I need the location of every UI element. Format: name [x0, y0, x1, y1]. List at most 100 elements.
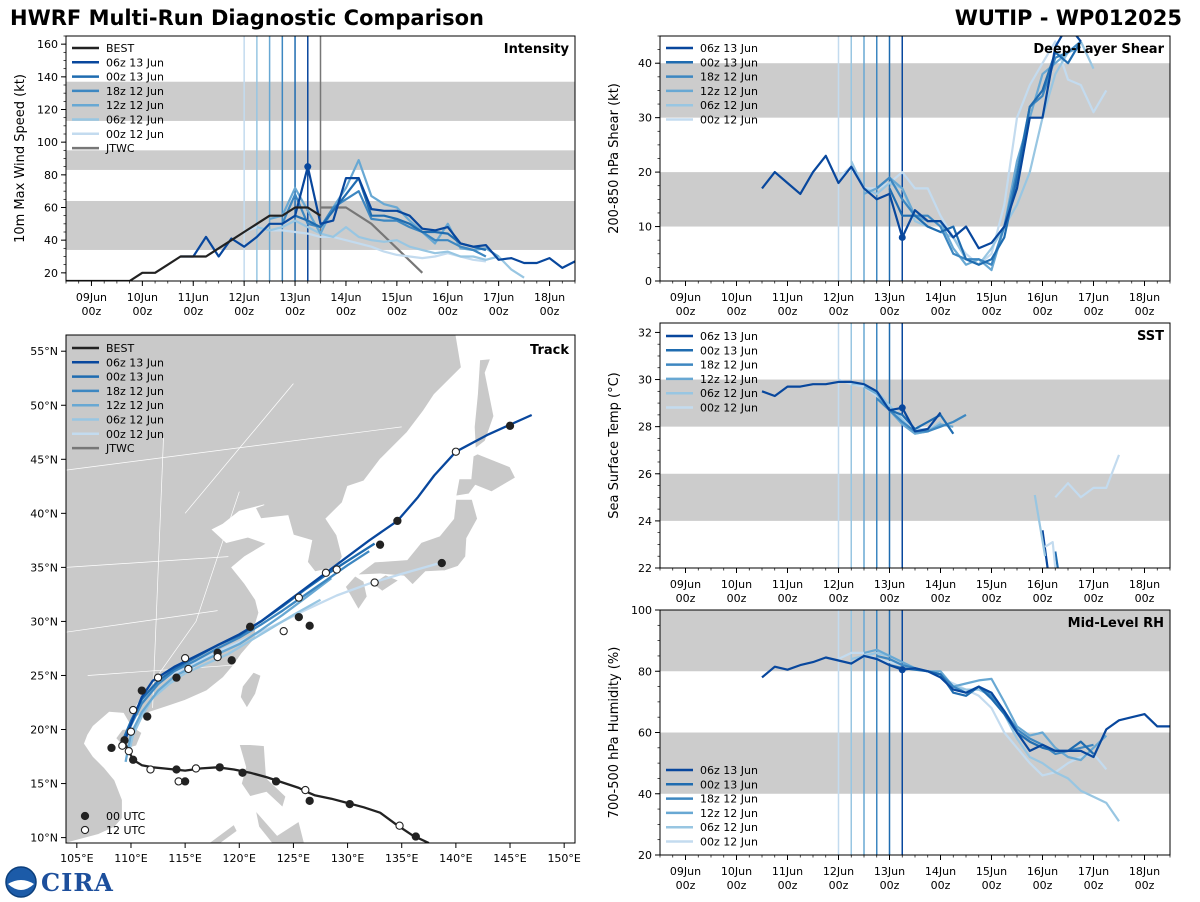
legend-label: 06z 13 Jun — [700, 42, 758, 55]
x-tick-label: 110°E — [114, 852, 147, 865]
marker-00utc — [345, 799, 354, 809]
y-tick-label: 22 — [638, 562, 652, 575]
series-line-run_12z12 — [863, 648, 1108, 762]
x-tick-sublabel: 00z — [778, 305, 798, 318]
x-tick-label: 15Jun — [976, 291, 1007, 304]
x-tick-label: 150°E — [547, 852, 580, 865]
map-area — [66, 335, 575, 843]
x-tick-label: 120°E — [223, 852, 256, 865]
cira-wordmark: CIRA — [41, 868, 114, 897]
x-tick-sublabel: 00z — [1033, 305, 1053, 318]
y-tick-label: 100 — [37, 136, 58, 149]
series-line-run_00z13 — [889, 409, 955, 435]
marker-00utc — [107, 743, 116, 753]
legend-marker — [80, 811, 90, 821]
series-line-run_06z12 — [256, 219, 525, 279]
y-tick-label: 30 — [638, 112, 652, 125]
panel-title: Deep-Layer Shear — [1033, 42, 1164, 57]
marker-00utc — [294, 612, 303, 622]
border-line — [152, 437, 164, 708]
series-line-best — [66, 206, 322, 281]
marker-00utc — [238, 768, 247, 777]
legend-label: 06z 13 Jun — [700, 330, 758, 343]
y-tick-label: 40 — [44, 234, 58, 247]
legend-label: 12z 12 Jun — [700, 85, 758, 98]
marker-12utc — [395, 821, 404, 830]
land-shikoku — [371, 574, 400, 592]
x-tick-label: 10Jun — [721, 865, 752, 878]
x-tick-label: 145°E — [493, 852, 526, 865]
x-tick-sublabel: 00z — [982, 305, 1002, 318]
storm-id: WUTIP - WP012025 — [954, 6, 1182, 30]
land-hokkaido — [455, 453, 516, 497]
series-fragment-run_00z13 — [1054, 551, 1059, 568]
legend-label: 00z 13 Jun — [106, 371, 164, 384]
x-tick-label: 16Jun — [1027, 291, 1058, 304]
marker-12utc — [124, 746, 133, 756]
marker-12utc — [321, 568, 331, 577]
legend-label: 00z 12 Jun — [106, 428, 164, 441]
marker-00utc — [305, 796, 314, 805]
series-fragment-run_06z12 — [1033, 494, 1047, 557]
x-tick-label: 09Jun — [670, 291, 701, 304]
marker-12utc — [370, 578, 379, 587]
x-tick-sublabel: 00z — [1084, 592, 1104, 605]
legend-label: 06z 12 Jun — [700, 821, 758, 834]
x-tick-label: 17Jun — [1078, 578, 1109, 591]
x-tick-sublabel: 00z — [489, 305, 509, 318]
legend-label: 00 UTC — [106, 810, 146, 823]
series-line-run_06z13 — [180, 165, 575, 269]
border-line — [66, 426, 402, 471]
x-tick-label: 14Jun — [925, 578, 956, 591]
x-tick-sublabel: 00z — [1135, 305, 1155, 318]
y-tick-label: 80 — [638, 665, 652, 678]
legend-label: 00z 13 Jun — [700, 56, 758, 69]
marker-12utc — [451, 447, 461, 456]
y-tick-label: 10°N — [30, 832, 58, 845]
legend-label: 12 UTC — [106, 824, 146, 837]
legend-label: 06z 12 Jun — [106, 114, 164, 127]
x-tick-sublabel: 00z — [285, 305, 305, 318]
x-tick-label: 115°E — [168, 852, 201, 865]
track-line-run_06z12 — [127, 598, 322, 754]
x-tick-sublabel: 00z — [931, 592, 951, 605]
marker-00utc — [375, 540, 385, 549]
x-tick-sublabel: 00z — [676, 592, 696, 605]
x-tick-sublabel: 00z — [1084, 879, 1104, 892]
y-axis-label: Sea Surface Temp (°C) — [607, 372, 622, 519]
x-tick-label: 09Jun — [670, 865, 701, 878]
x-tick-label: 11Jun — [772, 578, 803, 591]
legend-label: 00z 13 Jun — [106, 71, 164, 84]
y-tick-label: 60 — [638, 727, 652, 740]
x-tick-label: 12Jun — [823, 578, 854, 591]
series-line-run_00z13 — [294, 177, 487, 252]
y-tick-label: 40 — [638, 57, 652, 70]
x-tick-sublabel: 00z — [727, 592, 747, 605]
land-palawan — [208, 823, 238, 843]
marker-12utc — [279, 627, 288, 636]
marker-00utc — [172, 765, 181, 774]
marker-12utc — [118, 741, 127, 750]
x-tick-sublabel: 00z — [336, 305, 356, 318]
x-tick-label: 12Jun — [823, 291, 854, 304]
x-tick-label: 17Jun — [483, 291, 514, 304]
legend-label: 12z 12 Jun — [106, 399, 164, 412]
analysis-point — [304, 163, 312, 171]
marker-12utc — [180, 654, 190, 663]
legend-label: 06z 13 Jun — [106, 356, 164, 369]
x-tick-label: 13Jun — [874, 578, 905, 591]
legend-label: 18z 12 Jun — [106, 85, 164, 98]
series-line-run_00z12 — [838, 651, 1108, 777]
y-tick-label: 50°N — [30, 399, 58, 412]
x-tick-label: 10Jun — [721, 578, 752, 591]
x-tick-sublabel: 00z — [880, 305, 900, 318]
y-tick-label: 60 — [44, 202, 58, 215]
y-tick-label: 55°N — [30, 345, 58, 358]
marker-00utc — [143, 712, 152, 721]
y-axis-label: 10m Max Wind Speed (kt) — [13, 74, 28, 243]
x-tick-label: 11Jun — [772, 291, 803, 304]
marker-00utc — [245, 622, 255, 631]
x-tick-sublabel: 00z — [982, 879, 1002, 892]
marker-00utc — [128, 755, 138, 764]
x-tick-sublabel: 00z — [931, 879, 951, 892]
